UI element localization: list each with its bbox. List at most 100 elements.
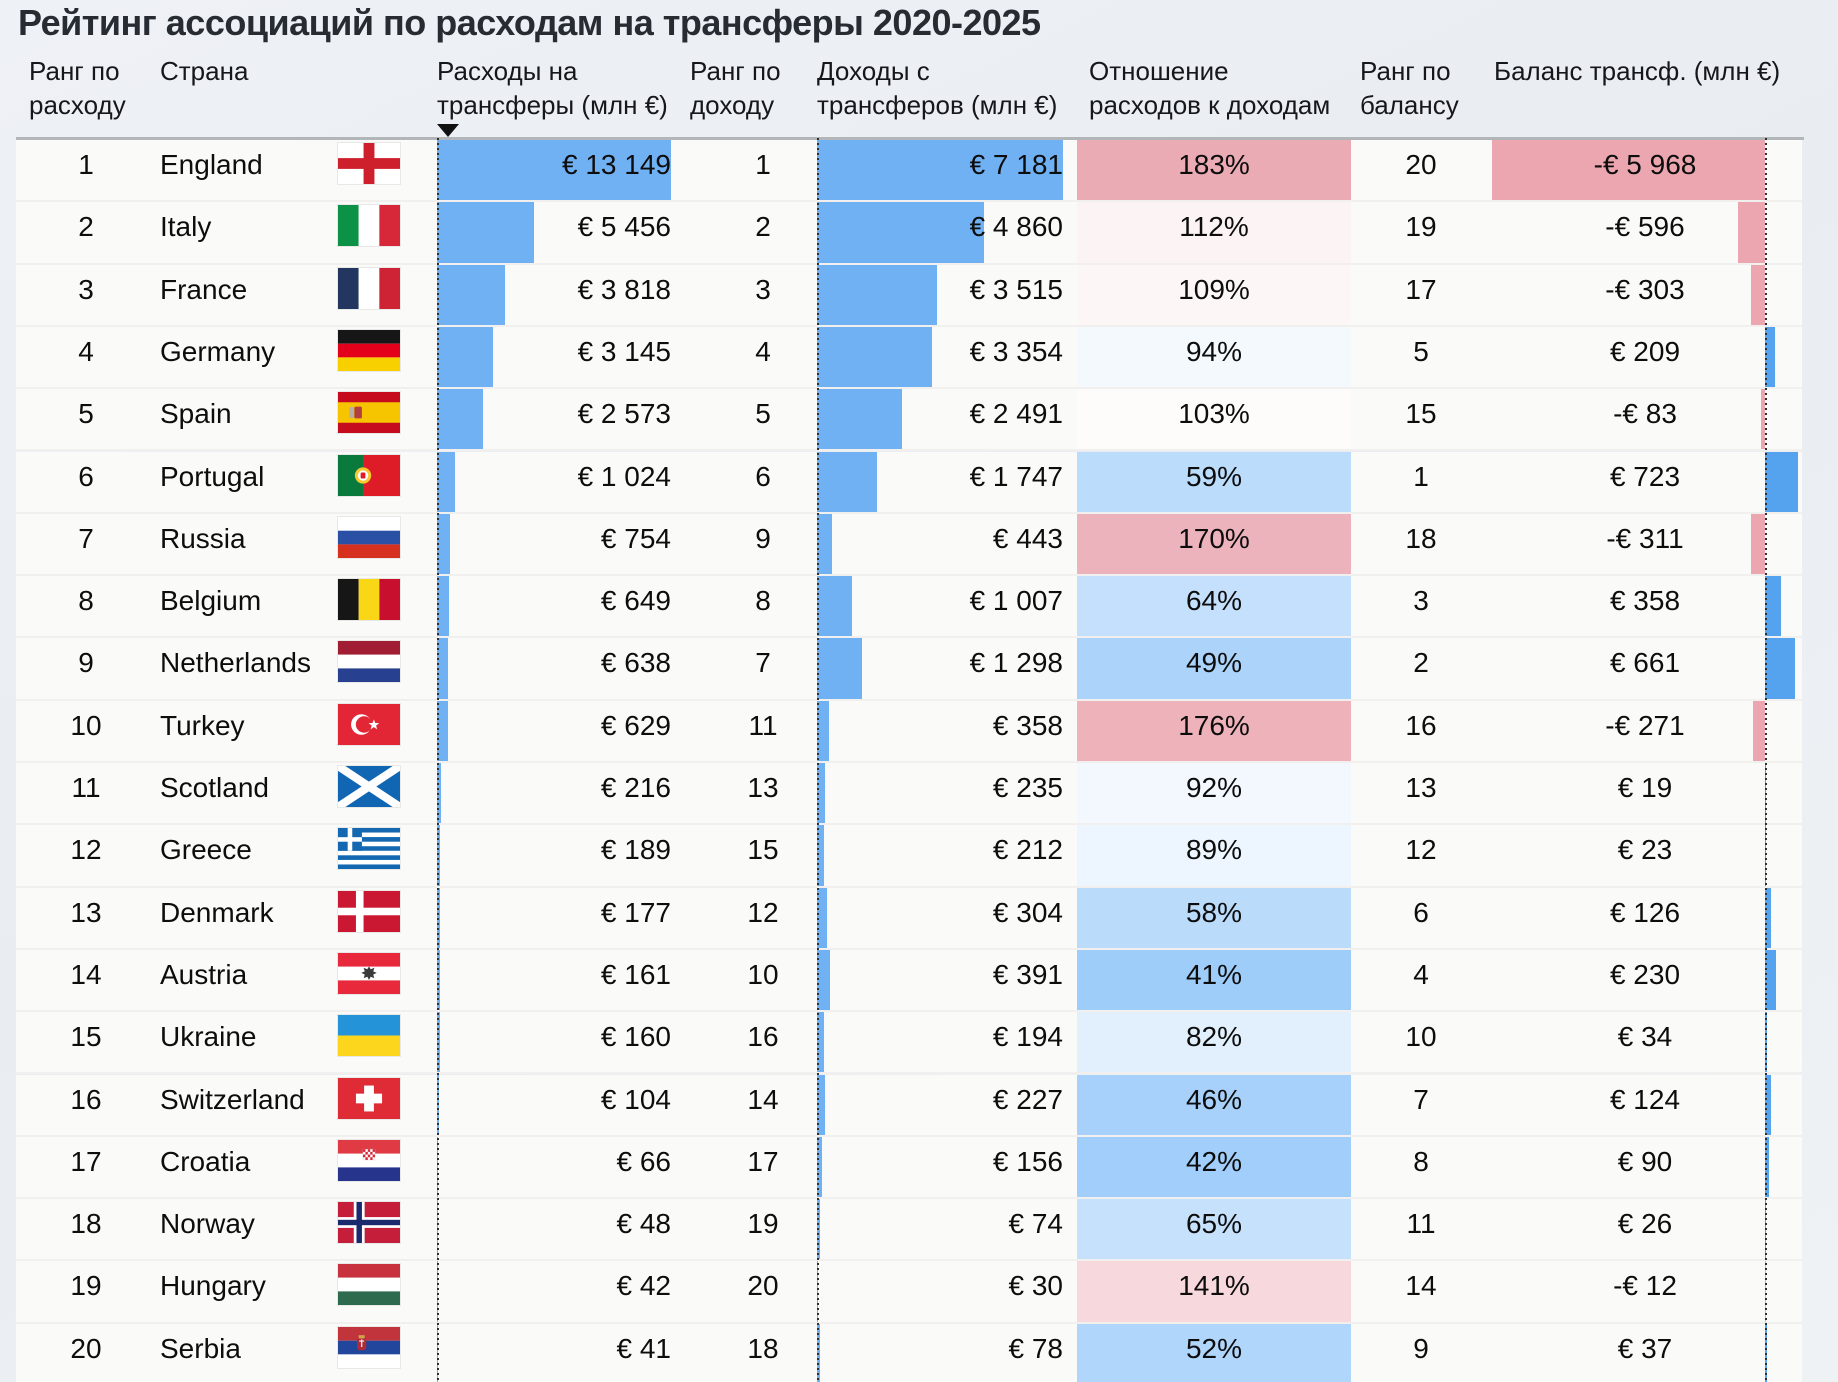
- ratio-value: 82%: [1185, 1021, 1243, 1053]
- balance-value: -€ 271: [1605, 709, 1685, 741]
- country-name: Portugal: [160, 460, 265, 492]
- flag-icon-russia: [338, 516, 400, 558]
- country-name: Belgium: [160, 585, 262, 617]
- table-row: 10 Turkey € 629 11 € 358 176% 16 -€ 271: [16, 700, 1802, 763]
- rank-income-value: 14: [747, 1083, 779, 1115]
- rank-balance-value: 17: [1405, 273, 1437, 305]
- income-bar: [817, 638, 862, 699]
- header-line: расходу: [29, 90, 126, 120]
- rank-balance-value: 11: [1406, 1208, 1436, 1240]
- rank-income-value: 18: [747, 1332, 779, 1364]
- income-bar: [817, 1012, 824, 1073]
- balance-bar-positive: [1765, 638, 1796, 699]
- flag-icon-ukraine: [338, 1015, 400, 1057]
- flag-icon-switzerland: [338, 1077, 400, 1119]
- table-top-rule: [16, 137, 1804, 140]
- rank-balance-value: 19: [1405, 211, 1437, 243]
- ratio-value: 58%: [1185, 896, 1243, 928]
- expense-bar: [437, 264, 505, 325]
- expense-value: € 42: [616, 1270, 672, 1302]
- ratio-value: 92%: [1185, 772, 1243, 803]
- rank-expense-value: 11: [71, 772, 101, 803]
- column-header-balance: Баланс трансф. (млн €): [1494, 54, 1780, 88]
- column-header-rank-expense: Ранг по расходу: [29, 54, 126, 122]
- ratio-heatmap-cell: [1077, 1261, 1351, 1322]
- expense-value: € 638: [600, 647, 671, 679]
- balance-value: € 723: [1609, 460, 1681, 492]
- rank-income-value: 5: [755, 398, 771, 430]
- income-value: € 3 354: [969, 335, 1063, 367]
- ratio-heatmap-cell: [1077, 949, 1351, 1011]
- country-name: Norway: [160, 1208, 255, 1240]
- rank-balance-value: 9: [1413, 1332, 1429, 1364]
- flag-icon-portugal: [338, 454, 400, 496]
- ratio-heatmap-cell: [1077, 763, 1351, 824]
- header-line: Страна: [160, 56, 249, 86]
- country-name: Turkey: [160, 709, 245, 741]
- column-header-ratio: Отношение расходов к доходам: [1089, 54, 1330, 122]
- header-line: Расходы на: [437, 56, 578, 86]
- income-bar: [817, 763, 826, 824]
- sort-descending-icon[interactable]: [437, 124, 459, 137]
- rank-expense-value: 2: [78, 211, 94, 243]
- expense-value: € 2 573: [577, 398, 671, 430]
- flag-icon-greece: [338, 828, 400, 870]
- expense-value: € 3 818: [577, 273, 671, 305]
- flag-icon-denmark: [338, 890, 400, 932]
- rank-expense-value: 9: [78, 647, 94, 679]
- expense-value: € 216: [600, 772, 671, 803]
- rank-income-value: 9: [755, 522, 771, 554]
- income-value: € 212: [992, 834, 1063, 866]
- rank-expense-value: 19: [70, 1270, 102, 1302]
- table-row: 4 Germany € 3 145 4 € 3 354 94% 5 € 209: [16, 326, 1802, 390]
- table-row: 5 Spain € 2 573 5 € 2 491 103% 15 -€ 83: [16, 389, 1802, 452]
- rank-income-value: 6: [755, 460, 771, 492]
- income-bar-axis-line: [817, 138, 819, 1382]
- balance-bar-negative: [1492, 140, 1765, 201]
- rank-balance-value: 15: [1405, 398, 1437, 430]
- balance-bar-negative: [1752, 700, 1765, 761]
- rank-expense-value: 7: [78, 522, 94, 554]
- income-bar: [817, 389, 903, 450]
- table-row: 8 Belgium € 649 8 € 1 007 64% 3 € 358: [16, 576, 1802, 639]
- table-row: 2 Italy € 5 456 2 € 4 860 112% 19 -€ 596: [16, 202, 1802, 265]
- rank-balance-value: 12: [1405, 834, 1437, 866]
- balance-bar-negative: [1750, 513, 1765, 575]
- expense-value: € 189: [600, 834, 671, 866]
- expense-bar: [437, 389, 483, 450]
- column-header-expense: Расходы на трансферы (млн €): [437, 54, 668, 122]
- income-bar: [817, 202, 984, 263]
- balance-bar-positive: [1765, 451, 1798, 512]
- rank-expense-value: 14: [70, 958, 102, 990]
- rank-income-value: 12: [747, 896, 779, 928]
- rank-expense-value: 15: [70, 1021, 102, 1053]
- income-value: € 30: [1008, 1270, 1064, 1302]
- flag-icon-germany: [338, 329, 400, 371]
- rank-expense-value: 10: [70, 709, 102, 741]
- balance-value: € 26: [1617, 1208, 1673, 1240]
- income-value: € 235: [992, 772, 1063, 803]
- expense-value: € 48: [616, 1208, 672, 1240]
- flag-icon-norway: [338, 1202, 400, 1244]
- rank-expense-value: 16: [70, 1083, 102, 1115]
- balance-value: -€ 83: [1613, 398, 1677, 430]
- rank-balance-value: 1: [1413, 460, 1429, 492]
- rank-expense-value: 3: [78, 273, 94, 305]
- expense-bar: [437, 576, 449, 637]
- header-line: Ранг по: [690, 56, 781, 86]
- expense-value: € 1 024: [577, 460, 671, 492]
- expense-value: € 104: [600, 1083, 671, 1115]
- table-row: 19 Hungary € 42 20 € 30 141% 14 -€ 12: [16, 1261, 1802, 1324]
- ratio-value: 59%: [1185, 460, 1243, 492]
- header-line: Баланс трансф. (млн €): [1494, 56, 1781, 86]
- income-bar: [817, 140, 1063, 201]
- balance-bar-axis-line: [1765, 138, 1767, 1382]
- rank-income-value: 10: [747, 958, 779, 990]
- ratio-value: 183%: [1178, 149, 1250, 180]
- ratio-heatmap-cell: [1077, 1136, 1351, 1198]
- flag-icon-italy: [338, 205, 400, 247]
- rank-expense-value: 4: [78, 335, 94, 367]
- expense-value: € 3 145: [577, 335, 671, 367]
- expense-value: € 160: [600, 1021, 671, 1053]
